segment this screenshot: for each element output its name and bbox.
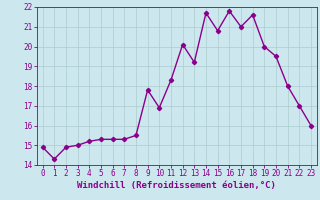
X-axis label: Windchill (Refroidissement éolien,°C): Windchill (Refroidissement éolien,°C) [77,181,276,190]
